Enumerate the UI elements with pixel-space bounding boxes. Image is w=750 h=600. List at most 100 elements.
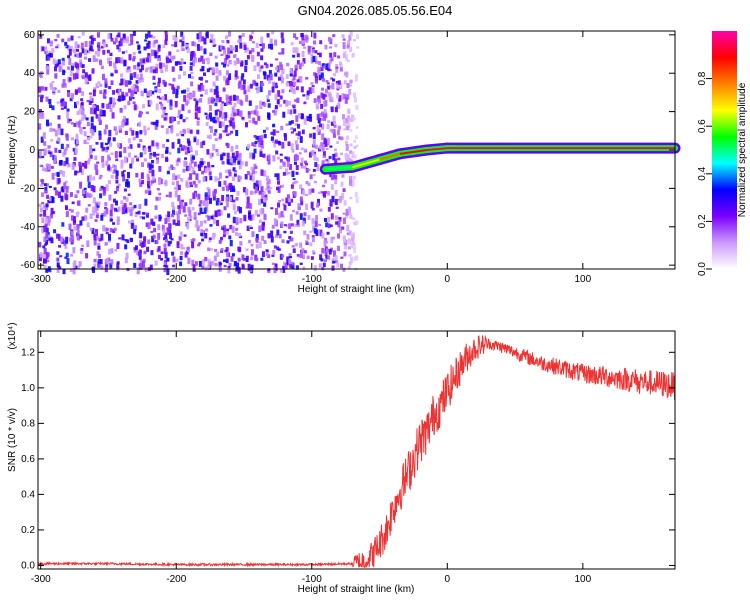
noise-cell [208,240,212,243]
noise-cell [249,83,253,89]
noise-cell [93,258,97,263]
y-tick-label: 0.6 [21,454,35,465]
noise-cell [81,76,85,80]
noise-cell [115,89,119,93]
noise-cell [312,151,316,156]
noise-cell [346,135,350,140]
noise-cell [180,199,184,203]
noise-cell [71,201,75,205]
noise-cell [218,70,222,76]
noise-cell [302,217,306,224]
noise-cell [163,267,167,273]
noise-cell [207,258,211,266]
noise-cell [161,114,165,118]
noise-cell [296,97,300,104]
noise-cell [313,265,317,272]
colorbar: 0.00.20.40.60.8 Normalized spectral ampl… [697,31,748,276]
noise-cell [222,234,226,238]
noise-cell [109,97,113,105]
noise-cell [250,243,254,247]
noise-cell [133,104,137,111]
noise-cell [243,214,247,222]
noise-cell [346,232,350,236]
noise-cell [287,141,291,146]
noise-cell [110,80,114,86]
noise-cell [98,130,102,136]
noise-cell [86,160,90,165]
noise-cell [267,112,271,119]
noise-cell [325,63,329,70]
noise-cell [260,145,264,149]
noise-cell [274,39,278,46]
noise-cell [323,259,327,263]
noise-cell [339,83,343,90]
noise-cell [290,237,294,242]
noise-cell [125,252,129,259]
noise-cell [67,164,71,168]
noise-cell [248,172,252,176]
noise-cell [248,210,252,215]
noise-cell [334,152,338,157]
noise-cell [272,250,276,255]
noise-cell [183,89,187,94]
noise-cell [64,256,68,259]
noise-cell [318,263,322,268]
noise-cell [347,158,351,161]
noise-cell [191,241,195,249]
noise-cell [45,203,49,208]
noise-cell [259,43,263,47]
noise-cell [294,99,298,102]
noise-cell [155,63,159,68]
noise-cell [263,240,267,244]
noise-cell [95,58,99,62]
noise-cell [76,101,80,105]
noise-cell [145,222,149,228]
noise-cell [266,99,270,102]
noise-cell [61,222,65,227]
noise-cell [172,87,176,94]
noise-cell [309,242,313,247]
noise-cell [302,57,306,64]
noise-cell [166,170,170,175]
noise-cell [214,211,218,218]
noise-cell [293,109,297,114]
noise-cell [194,112,198,119]
noise-cell [52,58,56,65]
noise-cell [345,140,349,145]
noise-cell [146,67,150,70]
noise-cell [139,58,143,65]
noise-cell [265,249,269,252]
noise-cell [72,262,76,268]
noise-cell [258,199,262,206]
noise-cell [244,161,248,167]
noise-cell [329,99,333,103]
noise-cell [348,238,352,245]
noise-cell [289,109,293,115]
noise-cell [258,219,262,224]
noise-cell [236,100,240,104]
noise-cell [150,121,154,125]
noise-cell [102,186,106,194]
noise-cell [312,252,316,255]
noise-cell [57,123,61,130]
noise-cell [147,186,151,191]
noise-cell [220,44,224,50]
noise-cell [352,39,356,42]
noise-cell [232,203,236,211]
noise-cell [95,141,99,145]
noise-cell [352,117,356,121]
noise-cell [45,239,49,245]
noise-cell [89,128,93,134]
noise-cell [233,112,237,117]
noise-cell [204,168,208,174]
noise-cell [180,177,184,182]
noise-cell [317,95,321,102]
noise-cell [319,190,323,194]
noise-cell [312,126,316,130]
noise-cell [183,61,187,65]
noise-cell [309,174,313,180]
noise-cell [138,178,142,183]
noise-cell [247,144,251,149]
noise-cell [231,117,235,121]
noise-cell [301,248,305,254]
